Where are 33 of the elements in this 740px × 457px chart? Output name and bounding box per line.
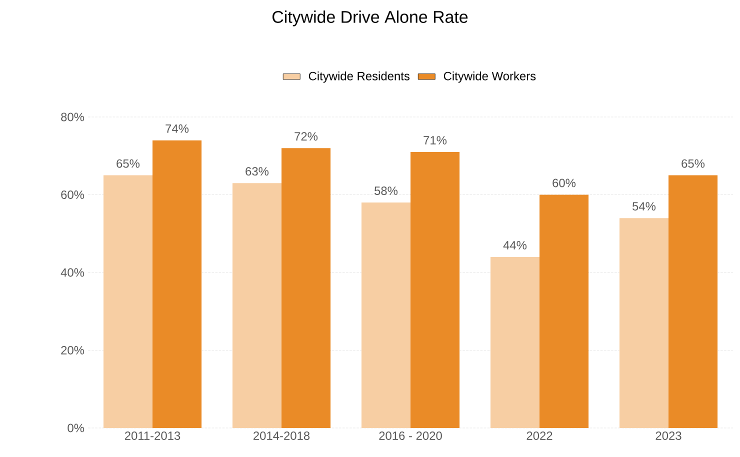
y-tick-label: 40% xyxy=(60,268,84,277)
data-label: 65% xyxy=(116,159,140,168)
chart-title: Citywide Drive Alone Rate xyxy=(272,10,468,26)
bar xyxy=(361,202,411,428)
y-tick-label: 80% xyxy=(61,112,84,122)
bar xyxy=(668,175,718,428)
bar xyxy=(282,148,331,428)
y-tick-label: 20% xyxy=(61,346,84,354)
x-tick-label: 2022 xyxy=(526,432,552,440)
legend-label: Citywide Workers xyxy=(444,72,536,83)
bar xyxy=(619,218,669,428)
y-tick-label: 60% xyxy=(61,190,84,199)
data-label: 65% xyxy=(682,159,705,168)
x-tick-label: 2016 - 2020 xyxy=(379,432,442,440)
data-label: 74% xyxy=(166,124,189,133)
data-label: 63% xyxy=(246,167,269,176)
data-label: 71% xyxy=(424,136,447,144)
data-label: 60% xyxy=(552,178,576,188)
y-tick-label: 0% xyxy=(68,424,84,432)
data-label: 72% xyxy=(294,132,318,141)
legend-label: Citywide Residents xyxy=(308,72,410,83)
bar xyxy=(490,256,540,428)
bar xyxy=(540,194,589,428)
bar xyxy=(410,152,460,428)
x-tick-label: 2011-2013 xyxy=(124,432,180,440)
bar xyxy=(152,140,202,428)
data-label: 54% xyxy=(632,202,656,211)
bar xyxy=(103,175,153,428)
x-tick-label: 2023 xyxy=(656,432,682,440)
bar xyxy=(232,183,282,428)
data-label: 44% xyxy=(503,241,527,250)
x-tick-label: 2014-2018 xyxy=(254,432,310,440)
data-label: 58% xyxy=(374,186,398,195)
